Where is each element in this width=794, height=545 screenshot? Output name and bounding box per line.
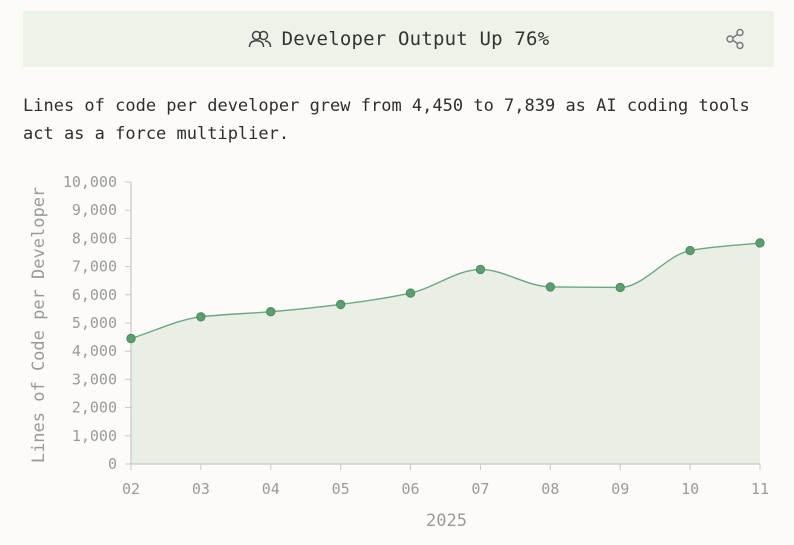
area-chart: 0 1,000 2,000 3,000 4,000 5,000 6,000 7,000 8,00…: [29, 173, 769, 531]
header-title-group: Developer Output Up 76%: [23, 11, 774, 67]
x-tick-label: 11: [751, 480, 769, 498]
x-tick-label: 10: [681, 480, 699, 498]
y-tick-label: 3,000: [72, 370, 117, 388]
data-point[interactable]: 06: 6060: [405, 288, 416, 298]
x-tick-label: 09: [611, 480, 629, 498]
y-tick-label: 2,000: [72, 399, 117, 417]
data-point[interactable]: 04: 5400: [266, 307, 276, 317]
header-banner: Developer Output Up 76%: [23, 11, 774, 67]
y-tick-label: 4,000: [72, 342, 117, 360]
x-axis-title: 2025: [426, 511, 467, 531]
chart-description: Lines of code per developer grew from 4,…: [23, 96, 750, 144]
y-tick-label: 10,000: [63, 173, 117, 191]
x-tick-label: 05: [332, 480, 350, 498]
area-fill: [131, 242, 760, 464]
y-tick-label: 1,000: [72, 427, 117, 445]
y-tick-label: 7,000: [72, 258, 117, 276]
y-tick-label: 5,000: [72, 314, 117, 332]
series-line: [130, 242, 761, 340]
data-point[interactable]: 07: 6900: [475, 264, 486, 275]
data-point[interactable]: 02: 4450: [126, 333, 136, 344]
y-tick-label: 0: [108, 455, 117, 473]
y-axis-title: Lines of Code per Developer: [29, 187, 49, 463]
x-tick-label: 07: [471, 480, 489, 498]
chart-points: 02: 4450 03: 5220 04: 5400 05: 5660 06: 6060…: [126, 238, 765, 344]
x-tick-label: 06: [402, 480, 420, 498]
users-icon: [248, 30, 271, 48]
data-point[interactable]: 03: 5220: [196, 312, 206, 322]
x-tick-label: 03: [192, 480, 210, 498]
data-point[interactable]: 11: 7839: [755, 238, 765, 248]
data-point[interactable]: 08: 6280: [545, 282, 556, 292]
x-tick-label: 08: [541, 480, 559, 498]
y-tick-label: 8,000: [72, 229, 117, 247]
data-point[interactable]: 10: 7570: [685, 245, 695, 256]
chart-line-layer: [130, 242, 761, 340]
y-tick-label: 9,000: [72, 201, 117, 219]
share-icon[interactable]: [724, 28, 746, 50]
data-point[interactable]: 09: 6260: [615, 282, 625, 293]
y-tick-label: 6,000: [72, 286, 117, 304]
data-point[interactable]: 05: 5660: [335, 299, 346, 310]
chart-title: Developer Output Up 76%: [281, 28, 550, 50]
y-axis-ticks: 0 1,000 2,000 3,000 4,000 5,000 6,000 7,000 8,00…: [63, 173, 131, 473]
chart-area-layer: [131, 242, 760, 464]
x-axis-ticks: 02 03 04 05 06 07 08 09 10 11: [122, 464, 769, 498]
x-tick-label: 04: [262, 480, 280, 498]
x-tick-label: 02: [122, 480, 140, 498]
